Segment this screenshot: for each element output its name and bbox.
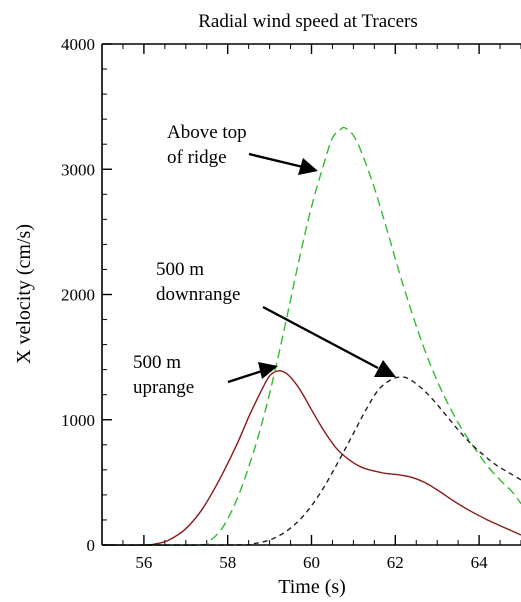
chart-title: Radial wind speed at Tracers <box>198 11 418 32</box>
series-line-500-m-downrange <box>101 376 521 546</box>
y-tick-label: 1000 <box>61 411 95 430</box>
x-tick-label: 64 <box>471 553 489 572</box>
annotation-downrange-line2: downrange <box>156 284 240 305</box>
annotation-uprange-arrow <box>227 369 263 384</box>
y-tick-label: 3000 <box>61 160 95 179</box>
tick-labels: 56 58 60 62 64 0 1000 2000 3000 4000 <box>61 35 488 572</box>
annotation-uprange-line1: 500 m <box>133 352 181 373</box>
annotation-downrange-line1: 500 m <box>156 259 204 280</box>
y-tick-label: 0 <box>87 536 96 555</box>
annotation-uprange-arrowhead <box>258 362 278 379</box>
x-tick-label: 60 <box>303 553 320 572</box>
annotation-ridge-line2: of ridge <box>167 147 227 168</box>
annotation-ridge: Above top of ridge <box>167 122 318 175</box>
series-line-above-top-of-ridge <box>101 126 521 547</box>
x-tick-label: 56 <box>135 553 152 572</box>
y-tick-label: 4000 <box>61 35 95 54</box>
x-tick-label: 62 <box>387 553 404 572</box>
plot-frame <box>101 43 521 546</box>
y-tick-label: 2000 <box>61 286 95 305</box>
annotation-uprange-line2: uprange <box>133 377 194 398</box>
annotation-ridge-line1: Above top <box>167 122 247 143</box>
y-axis-label: X velocity (cm/s) <box>13 224 35 364</box>
annotation-downrange-arrow <box>262 305 379 370</box>
annotation-downrange-arrowhead <box>374 360 396 377</box>
x-axis-label: Time (s) <box>278 576 346 598</box>
series-line-500-m-uprange <box>101 370 521 546</box>
annotation-downrange: 500 m downrange <box>156 259 396 377</box>
annotation-ridge-arrowhead <box>298 158 318 175</box>
annotation-uprange: 500 m uprange <box>133 352 278 398</box>
x-tick-label: 58 <box>219 553 236 572</box>
series-group <box>101 126 521 547</box>
annotation-ridge-arrow <box>248 152 304 169</box>
